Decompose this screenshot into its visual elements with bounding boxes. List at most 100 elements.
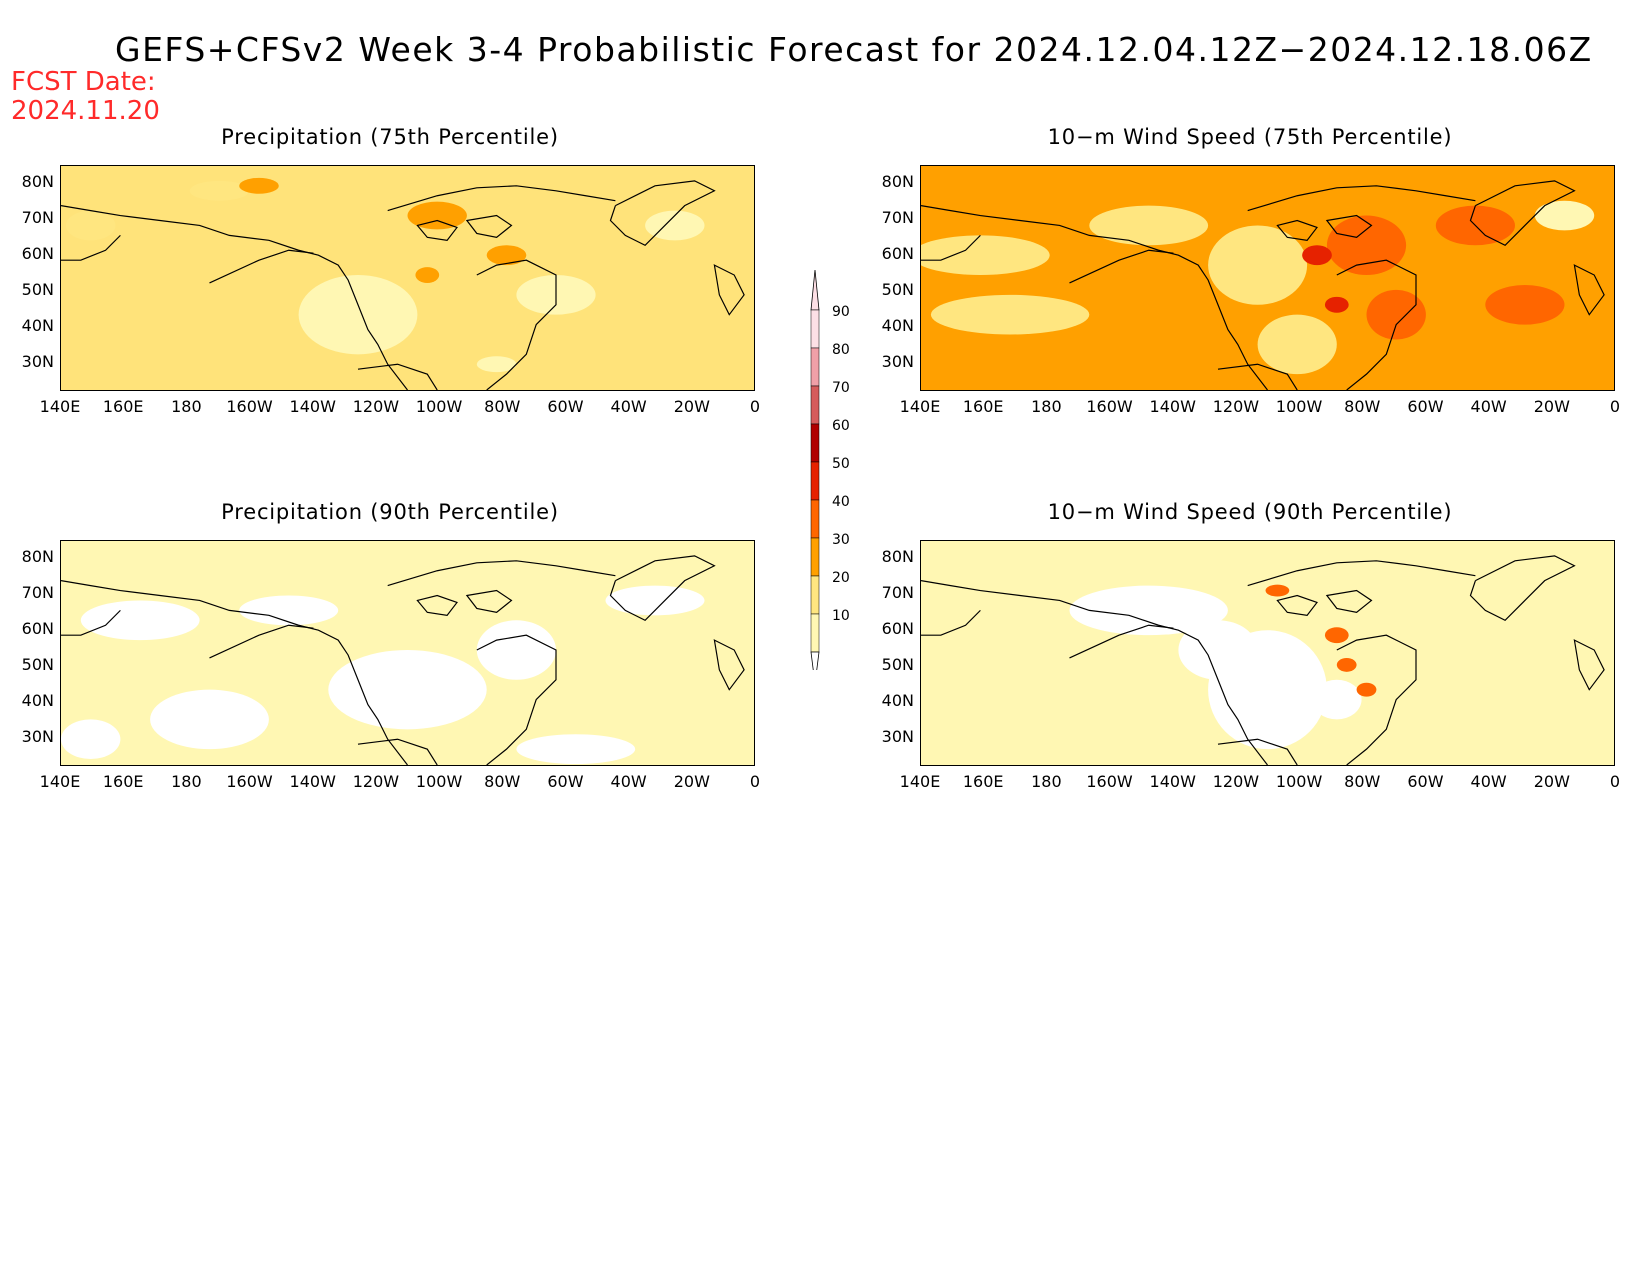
- probability-contour-area: [1265, 584, 1290, 597]
- panel-wind-75: 10−m Wind Speed (75th Percentile) 80N 70N…: [860, 125, 1620, 425]
- probability-contour-area: [1326, 215, 1407, 276]
- coastline: [921, 234, 981, 261]
- probability-contour-area: [921, 235, 1050, 276]
- lon-tick-label: 0: [749, 772, 761, 791]
- coastline: [1573, 264, 1605, 316]
- coastline: [476, 259, 557, 390]
- lon-tick-label: 160W: [226, 772, 273, 791]
- lon-tick-label: 0: [749, 397, 761, 416]
- probability-contour-area: [80, 600, 200, 641]
- colorbar-segment: [810, 309, 820, 349]
- probability-contour-area: [298, 275, 418, 355]
- probability-contour-area: [1336, 657, 1357, 672]
- lon-tick-label: 140W: [289, 772, 336, 791]
- lon-tick-label: 160W: [1086, 772, 1133, 791]
- probability-contour-area: [930, 294, 1090, 335]
- lon-tick-label: 120W: [352, 397, 400, 416]
- coastline: [387, 560, 616, 587]
- lon-tick-label: 0: [1609, 772, 1621, 791]
- probability-contour-area: [1356, 682, 1377, 697]
- coastline: [465, 589, 513, 614]
- lon-tick-label: 140E: [899, 772, 941, 791]
- probability-contour-area: [239, 595, 339, 626]
- colorbar-tick-label: 40: [832, 494, 850, 510]
- probability-contour-area: [415, 267, 440, 283]
- probability-contour-area: [1257, 314, 1337, 375]
- coastline: [1469, 555, 1576, 622]
- lon-tick-label: 140W: [289, 397, 336, 416]
- lat-tick-label: 60N: [881, 619, 914, 638]
- lat-tick-label: 30N: [881, 727, 914, 746]
- lat-tick-label: 70N: [21, 208, 54, 227]
- main-title: GEFS+CFSv2 Week 3-4 Probabilistic Foreca…: [115, 30, 1593, 69]
- coastline: [1469, 180, 1576, 247]
- lat-tick-label: 60N: [881, 244, 914, 263]
- colorbar-segment: [810, 537, 820, 577]
- lon-tick-label: 20W: [1533, 772, 1570, 791]
- probability-contour-area: [516, 734, 636, 765]
- lon-tick-label: 140W: [1149, 397, 1196, 416]
- panel-precip-75: Precipitation (75th Percentile) 80N 70N 60…: [0, 125, 760, 425]
- probability-contour-area: [407, 201, 467, 230]
- lon-tick-label: 100W: [1275, 397, 1323, 416]
- lon-tick-label: 80W: [484, 397, 521, 416]
- lat-tick-label: 70N: [881, 208, 914, 227]
- lon-tick-label: 180: [171, 772, 202, 791]
- coastline: [713, 264, 745, 316]
- probability-contour-area: [239, 177, 279, 194]
- lon-tick-label: 160W: [226, 397, 273, 416]
- probability-contour-area: [486, 245, 527, 266]
- coastline: [1217, 363, 1298, 390]
- coastline: [61, 234, 121, 261]
- lon-tick-label: 140W: [1149, 772, 1196, 791]
- lon-tick-label: 100W: [1275, 772, 1323, 791]
- colorbar-tick-label: 80: [832, 342, 850, 358]
- lat-tick-label: 40N: [881, 316, 914, 335]
- probability-contour-area: [189, 180, 250, 201]
- colorbar-tick-label: 60: [832, 418, 850, 434]
- colorbar-segment: [810, 423, 820, 463]
- colorbar: [810, 270, 820, 670]
- lon-tick-label: 180: [1031, 772, 1062, 791]
- panel-title: Precipitation (90th Percentile): [221, 500, 559, 524]
- coastline: [416, 594, 458, 616]
- lat-tick-label: 30N: [881, 352, 914, 371]
- lat-tick-label: 40N: [21, 691, 54, 710]
- colorbar-tick-label: 90: [832, 304, 850, 320]
- colorbar-tick-label: 70: [832, 380, 850, 396]
- lat-tick-label: 80N: [21, 172, 54, 191]
- lon-tick-label: 140E: [899, 397, 941, 416]
- colorbar-segment: [810, 461, 820, 501]
- panel-title: Precipitation (75th Percentile): [221, 125, 559, 149]
- lat-tick-label: 50N: [881, 280, 914, 299]
- lat-tick-label: 80N: [881, 172, 914, 191]
- colorbar-tick-label: 10: [832, 608, 850, 624]
- lon-tick-label: 40W: [1470, 772, 1507, 791]
- lat-tick-label: 60N: [21, 619, 54, 638]
- lon-tick-label: 80W: [1344, 772, 1381, 791]
- forecast-date-value: 2024.11.20: [11, 96, 160, 126]
- coastline: [1573, 639, 1605, 691]
- lon-tick-label: 20W: [673, 397, 710, 416]
- lon-tick-label: 0: [1609, 397, 1621, 416]
- coastline: [476, 634, 557, 765]
- map-plot: [920, 540, 1615, 766]
- coastline: [609, 555, 716, 622]
- map-field-svg: [921, 166, 1614, 390]
- coastline: [1276, 594, 1318, 616]
- probability-contour-area: [61, 719, 121, 760]
- map-field-svg: [921, 541, 1614, 765]
- coastline: [209, 249, 314, 284]
- coastline: [713, 639, 745, 691]
- coastline: [1325, 589, 1373, 614]
- map-plot: [920, 165, 1615, 391]
- lat-tick-label: 80N: [881, 547, 914, 566]
- lat-tick-label: 50N: [881, 655, 914, 674]
- coastline: [1325, 214, 1373, 239]
- probability-contour-area: [476, 356, 517, 373]
- colorbar-cap: [810, 651, 820, 670]
- coastline: [1069, 624, 1174, 659]
- lon-tick-label: 120W: [1212, 772, 1260, 791]
- probability-contour-area: [605, 585, 705, 616]
- colorbar-segment: [810, 613, 820, 653]
